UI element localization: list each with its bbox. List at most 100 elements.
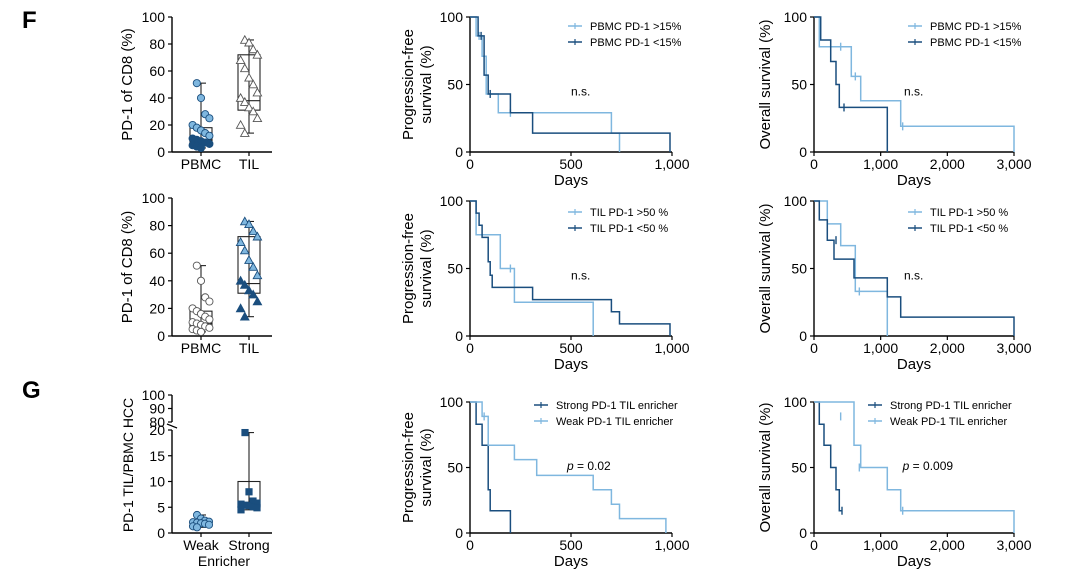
y-tick-label-upper: 100 [142, 387, 166, 403]
legend-label: Strong PD-1 TIL enricher [556, 400, 678, 412]
significance-label: n.s. [571, 84, 590, 98]
data-point [237, 506, 245, 514]
data-point [239, 245, 250, 255]
y-tick-label: 50 [791, 261, 807, 277]
y-tick-label: 15 [149, 448, 165, 464]
y-tick-label: 0 [455, 144, 463, 160]
y-axis-label: Progression-free [400, 29, 417, 140]
data-point [239, 311, 250, 321]
data-point [244, 72, 254, 82]
y-tick-label: 50 [791, 77, 807, 93]
y-axis-label: Overall survival (%) [757, 19, 774, 149]
x-tick-label: 1,000 [863, 340, 898, 356]
data-point [239, 63, 250, 73]
data-point [245, 488, 253, 496]
data-point [204, 520, 214, 529]
data-point [248, 106, 259, 116]
legend-label: TIL PD-1 >50 % [590, 207, 668, 219]
y-axis-label: survival (%) [418, 229, 435, 307]
x-tick-label: 0 [466, 340, 474, 356]
data-point [192, 79, 201, 88]
significance-label: n.s. [904, 268, 923, 282]
x-tick-label: 0 [466, 537, 474, 553]
y-tick-label: 10 [149, 474, 165, 490]
km-curve-dark [470, 200, 671, 336]
y-axis-label: Progression-free [400, 213, 417, 324]
data-point [205, 315, 214, 324]
y-tick-label: 40 [149, 90, 165, 106]
data-point [205, 297, 214, 306]
data-point [252, 87, 263, 97]
y-tick-label: 20 [149, 422, 165, 438]
data-point [244, 102, 254, 112]
data-point [252, 49, 263, 59]
legend-label: PBMC PD-1 >15% [930, 21, 1022, 33]
km-curve-dark [814, 401, 842, 512]
data-point [248, 79, 259, 89]
category-label: Weak [183, 537, 220, 553]
y-axis-label: Overall survival (%) [757, 402, 774, 532]
y-tick-label: 80 [149, 218, 165, 234]
x-axis-label: Days [897, 172, 931, 189]
km-curve-light [814, 401, 1015, 533]
x-tick-label: 0 [810, 537, 818, 553]
y-tick-label: 0 [799, 328, 807, 344]
p-symbol: p [566, 459, 574, 473]
y-tick-label: 0 [799, 525, 807, 541]
x-tick-label: 0 [810, 156, 818, 172]
x-tick-label: 1,000 [654, 156, 689, 172]
data-point [205, 323, 214, 332]
y-tick-label: 60 [149, 245, 165, 261]
data-point [205, 114, 214, 123]
y-tick-label: 5 [157, 499, 165, 515]
x-tick-label: 2,000 [930, 340, 965, 356]
x-tick-label: 500 [559, 156, 583, 172]
x-tick-label: 1,000 [654, 340, 689, 356]
data-point [196, 276, 206, 285]
data-point [248, 225, 259, 235]
axis-break-mark [166, 423, 178, 429]
panel-label-g: G [22, 377, 41, 404]
data-point [239, 96, 250, 106]
y-tick-label: 100 [142, 190, 166, 206]
y-tick-label: 100 [440, 193, 464, 209]
y-tick-label: 50 [791, 460, 807, 476]
y-tick-label: 0 [157, 144, 165, 160]
y-tick-label: 100 [440, 9, 464, 25]
x-tick-label: 2,000 [930, 537, 965, 553]
p-value: p = 0.02 [566, 459, 611, 473]
data-point [253, 504, 261, 512]
x-axis-label: Days [897, 356, 931, 373]
y-tick-label: 20 [149, 300, 165, 316]
data-point [196, 93, 206, 103]
category-label: TIL [239, 156, 259, 172]
y-tick-label: 100 [784, 193, 808, 209]
y-axis-label: PD-1 of CD8 (%) [119, 28, 136, 141]
legend-label: Weak PD-1 TIL enricher [890, 416, 1008, 428]
data-point [248, 44, 259, 54]
x-tick-label: 3,000 [996, 156, 1031, 172]
data-point [205, 131, 214, 140]
p-value: p = 0.009 [902, 459, 954, 473]
x-axis-label: Days [554, 356, 588, 373]
y-tick-label: 80 [149, 36, 165, 52]
x-tick-label: 500 [559, 537, 583, 553]
km-curve-light [814, 200, 889, 336]
y-tick-label: 100 [440, 394, 464, 410]
x-tick-label: 1,000 [654, 537, 689, 553]
category-label: Strong [228, 537, 269, 553]
data-point [244, 254, 254, 264]
data-point [252, 270, 263, 280]
data-point [235, 119, 246, 129]
data-point [235, 237, 246, 246]
x-tick-label: 1,000 [863, 537, 898, 553]
category-label: PBMC [181, 340, 221, 356]
legend-label: Weak PD-1 TIL enricher [556, 416, 674, 428]
legend-label: TIL PD-1 <50 % [590, 223, 668, 235]
data-point [248, 261, 259, 271]
y-tick-label: 0 [455, 328, 463, 344]
data-point [244, 219, 254, 229]
legend-label: PBMC PD-1 >15% [590, 21, 682, 33]
x-tick-label: 3,000 [996, 340, 1031, 356]
y-tick-label: 100 [142, 9, 166, 25]
